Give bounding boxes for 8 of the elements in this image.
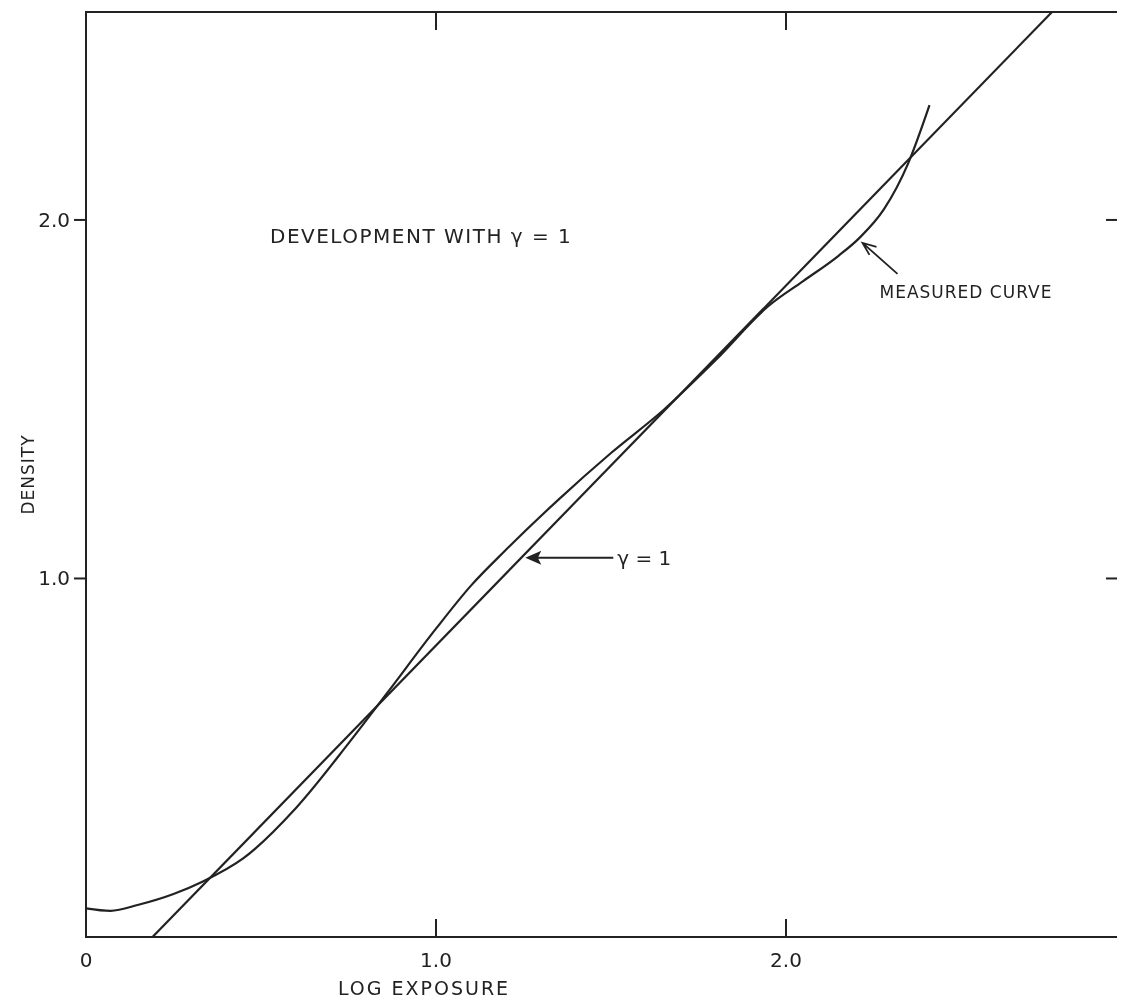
x-tick-label: 2.0 xyxy=(770,948,802,972)
x-axis-title: LOG EXPOSURE xyxy=(337,977,511,999)
x-tick-label: 1.0 xyxy=(420,948,452,972)
legend-label: γ = 1 xyxy=(617,545,672,570)
x-tick-label: 0 xyxy=(79,948,93,972)
text: MEASURED CURVE xyxy=(879,281,1053,302)
y-axis-title: DENSITY xyxy=(18,434,38,515)
annotation: DEVELOPMENT WITH γ = 1 xyxy=(270,224,573,248)
